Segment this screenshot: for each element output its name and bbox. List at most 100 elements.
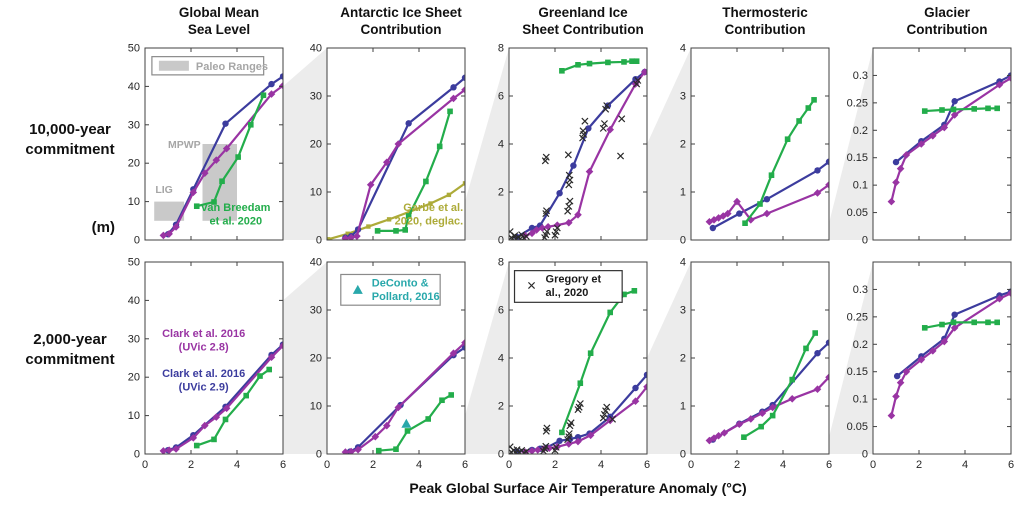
zoom-wedge <box>283 48 327 240</box>
axis-box <box>872 47 1012 241</box>
legend-label: DeConto & Pollard, 2016 <box>372 277 440 303</box>
y-tick-label: 0.1 <box>853 394 868 406</box>
series-markers-uvic28 <box>341 338 466 455</box>
series-markers-uvic28 <box>887 289 1012 420</box>
y-tick-label: 10 <box>310 401 322 413</box>
y-axis-unit-label: (m) <box>91 219 115 236</box>
axis-box <box>144 47 284 241</box>
y-tick-label: 0.2 <box>853 125 868 137</box>
y-tick-label: 10 <box>128 196 140 208</box>
x-tick-label: 0 <box>324 459 330 471</box>
y-tick-label: 0 <box>862 449 868 461</box>
y-tick-label: 20 <box>310 353 322 365</box>
paleo-range-lig <box>154 201 185 221</box>
x-tick-label: 4 <box>598 459 604 471</box>
y-tick-label: 8 <box>498 43 504 55</box>
paleo-range-label: MPWP <box>168 139 201 151</box>
panel-gmsl-2k: Clark et al. 2016 (UVic 2.8) Clark et al. … <box>128 257 286 472</box>
legend-box: Gregory et al., 2020 <box>513 270 623 303</box>
y-tick-label: 50 <box>128 43 140 55</box>
annotation: van Breedam et al. 2020 <box>201 202 270 228</box>
y-tick-label: 0 <box>862 235 868 247</box>
y-tick-label: 0.25 <box>847 97 868 109</box>
y-tick-label: 40 <box>310 43 322 55</box>
zoom-wedge <box>647 48 691 240</box>
axis-box <box>144 261 284 455</box>
y-tick-label: 0.3 <box>853 284 868 296</box>
series-markers-vanbreedam <box>921 319 1000 331</box>
x-tick-label: 0 <box>142 459 148 471</box>
y-tick-label: 0.1 <box>853 180 868 192</box>
y-tick-label: 4 <box>680 43 686 55</box>
y-tick-label: 0 <box>134 449 140 461</box>
zoom-wedge <box>283 262 327 454</box>
x-tick-label: 2 <box>370 459 376 471</box>
x-tick-label: 0 <box>506 459 512 471</box>
legend-label: Gregory et al., 2020 <box>546 274 602 300</box>
series-markers-vanbreedam <box>374 108 453 234</box>
y-tick-label: 1 <box>680 187 686 199</box>
series-line-uvic28 <box>890 77 1012 203</box>
y-tick-label: 2 <box>498 187 504 199</box>
annotation: Garbe et al. 2020, deglac. <box>395 202 464 228</box>
y-tick-label: 50 <box>128 257 140 269</box>
y-tick-label: 40 <box>310 257 322 269</box>
y-tick-label: 0.3 <box>853 70 868 82</box>
x-tick-label: 0 <box>870 459 876 471</box>
y-tick-label: 30 <box>310 305 322 317</box>
y-tick-label: 0 <box>498 449 504 461</box>
series-line-garbe <box>327 182 466 241</box>
y-tick-label: 40 <box>128 81 140 93</box>
axis-box <box>872 261 1012 455</box>
y-tick-label: 30 <box>310 91 322 103</box>
series-markers-uvic28 <box>887 74 1012 206</box>
y-tick-label: 0 <box>680 235 686 247</box>
zoom-wedge <box>465 262 509 454</box>
y-tick-label: 6 <box>498 91 504 103</box>
y-tick-label: 4 <box>680 257 686 269</box>
panel-ais-10k: Garbe et al. 2020, deglac. 0 10 20 30 40 <box>310 43 466 247</box>
y-tick-label: 3 <box>680 91 686 103</box>
annotation: Clark et al. 2016 (UVic 2.9) <box>162 368 245 394</box>
y-tick-label: 2 <box>680 139 686 151</box>
y-tick-label: 0.2 <box>853 339 868 351</box>
row-label-10000-year-commitment: 10,000-year commitment <box>25 121 115 158</box>
row-label-2000-year-commitment: 2,000-year commitment <box>25 331 115 368</box>
x-tick-label: 2 <box>552 459 558 471</box>
panel-ais-2k: 0 2 4 6 0 10 20 30 40 DeConto & Pollard, 2016 <box>310 257 468 472</box>
scatter-gregory <box>508 76 642 241</box>
x-tick-label: 2 <box>734 459 740 471</box>
x-tick-label: 6 <box>1008 459 1014 471</box>
y-tick-label: 4 <box>498 353 504 365</box>
column-title-global-mean-sea-level: Global Mean Sea Level <box>178 5 260 37</box>
series-markers-vanbreedam <box>193 366 272 449</box>
column-title-antarctic-ice-sheet: Antarctic Ice Sheet Contribution <box>340 5 462 37</box>
y-tick-label: 20 <box>128 372 140 384</box>
x-tick-label: 2 <box>916 459 922 471</box>
panel-gris-10k: 0 2 4 6 8 <box>498 43 648 247</box>
x-tick-label: 4 <box>416 459 422 471</box>
y-tick-label: 0 <box>316 449 322 461</box>
y-tick-label: 20 <box>128 158 140 170</box>
series-markers-vanbreedam <box>742 97 817 226</box>
x-tick-label: 6 <box>644 459 650 471</box>
series-markers-uvic28 <box>159 341 284 455</box>
series-markers-vanbreedam <box>921 105 1000 114</box>
y-tick-label: 2 <box>680 353 686 365</box>
y-tick-label: 0.05 <box>847 207 868 219</box>
x-tick-label: 2 <box>188 459 194 471</box>
x-tick-label: 4 <box>234 459 240 471</box>
y-tick-label: 10 <box>128 410 140 422</box>
y-tick-label: 2 <box>498 401 504 413</box>
y-tick-label: 8 <box>498 257 504 269</box>
annotation: Clark et al. 2016 (UVic 2.8) <box>162 328 245 354</box>
series-markers-vanbreedam <box>741 330 818 440</box>
panel-glacier-10k: 0 0.05 0.1 0.15 0.2 0.25 0.3 <box>847 47 1012 247</box>
panel-gris-2k: 0 2 4 6 0 2 4 6 8 Gregory et al., 2020 <box>498 257 650 472</box>
y-tick-label: 0.25 <box>847 311 868 323</box>
scatter-gregory <box>508 400 617 455</box>
zoom-wedge <box>465 48 509 240</box>
series-markers-uvic28 <box>705 373 830 445</box>
column-title-glacier: Glacier Contribution <box>906 5 988 37</box>
